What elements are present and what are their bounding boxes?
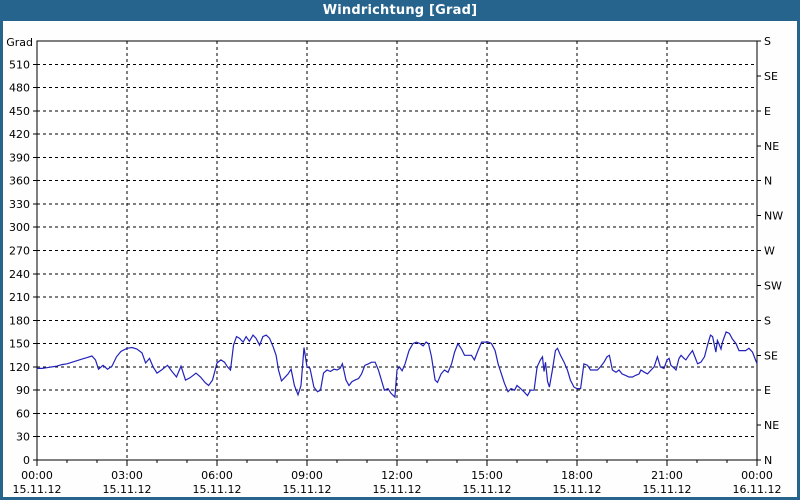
y-tick-label: 270	[9, 245, 30, 258]
y-tick-label: 510	[9, 58, 30, 71]
x-date-label: 15.11.12	[103, 483, 152, 496]
compass-label: S	[764, 35, 771, 48]
compass-label: NE	[764, 419, 779, 432]
x-time-label: 18:00	[561, 469, 593, 482]
x-time-label: 15:00	[471, 469, 503, 482]
y-tick-label: 180	[9, 314, 30, 327]
x-time-label: 03:00	[111, 469, 143, 482]
y-tick-label: 300	[9, 221, 30, 234]
compass-label: E	[764, 105, 771, 118]
compass-label: N	[764, 454, 772, 467]
compass-label: NE	[764, 140, 779, 153]
x-date-label: 15.11.12	[13, 483, 62, 496]
x-date-label: 16.11.12	[733, 483, 782, 496]
y-tick-label: 480	[9, 82, 30, 95]
y-tick-label: 330	[9, 198, 30, 211]
y-tick-label: 60	[16, 407, 30, 420]
y-tick-label: 450	[9, 105, 30, 118]
x-time-label: 00:00	[741, 469, 773, 482]
y-tick-label: 210	[9, 291, 30, 304]
compass-label: W	[764, 245, 775, 258]
x-time-label: 00:00	[21, 469, 53, 482]
y-tick-label: 30	[16, 431, 30, 444]
compass-label: N	[764, 175, 772, 188]
window-title: Windrichtung [Grad]	[322, 3, 478, 18]
x-time-label: 09:00	[291, 469, 323, 482]
x-time-label: 12:00	[381, 469, 413, 482]
x-time-label: 06:00	[201, 469, 233, 482]
compass-label: E	[764, 384, 771, 397]
y-tick-label: 420	[9, 128, 30, 141]
y-tick-label: 90	[16, 384, 30, 397]
x-date-label: 15.11.12	[373, 483, 422, 496]
y-tick-label: 150	[9, 338, 30, 351]
y-tick-label: 0	[23, 454, 30, 467]
title-bar: Windrichtung [Grad]	[3, 3, 797, 21]
x-date-label: 15.11.12	[463, 483, 512, 496]
y-tick-label: 390	[9, 151, 30, 164]
y-axis-unit-label: Grad	[6, 36, 33, 49]
chart-area: 510 480 450 420 390 360 330 300 270 240 210 180 150 1…	[3, 21, 797, 497]
x-date-label: 15.11.12	[553, 483, 602, 496]
compass-label: SE	[764, 349, 778, 362]
series-line	[37, 331, 758, 399]
compass-label: S	[764, 314, 771, 327]
y-tick-label: 360	[9, 175, 30, 188]
y-tick-label: 240	[9, 268, 30, 281]
x-time-label: 21:00	[651, 469, 683, 482]
x-date-label: 15.11.12	[283, 483, 332, 496]
compass-label: SE	[764, 70, 778, 83]
wind-direction-chart: 5104804504203903603303002702402101801501…	[6, 35, 783, 496]
x-date-label: 15.11.12	[193, 483, 242, 496]
compass-label: SW	[764, 279, 782, 292]
y-tick-label: 120	[9, 361, 30, 374]
x-date-label: 15.11.12	[643, 483, 692, 496]
compass-label: NW	[764, 210, 783, 223]
